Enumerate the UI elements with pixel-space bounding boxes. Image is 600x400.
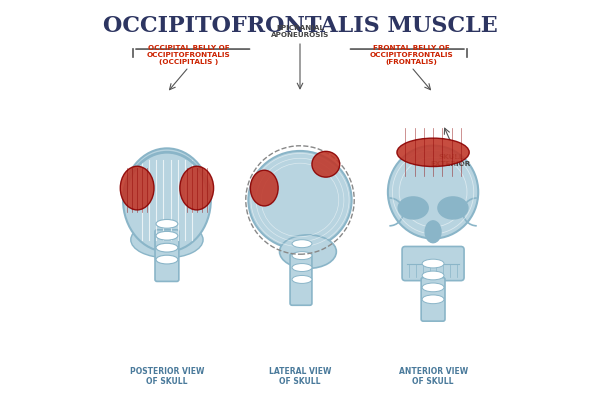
FancyBboxPatch shape: [155, 230, 179, 282]
Ellipse shape: [422, 259, 444, 268]
Ellipse shape: [398, 197, 428, 219]
Ellipse shape: [292, 252, 312, 260]
Ellipse shape: [180, 166, 214, 210]
Text: ANTERIOR VIEW
OF SKULL: ANTERIOR VIEW OF SKULL: [398, 367, 467, 386]
Ellipse shape: [438, 197, 468, 219]
Ellipse shape: [250, 170, 278, 206]
Ellipse shape: [312, 151, 340, 177]
Ellipse shape: [422, 295, 444, 304]
Ellipse shape: [280, 235, 337, 268]
Text: POSTERIOR VIEW
OF SKULL: POSTERIOR VIEW OF SKULL: [130, 367, 204, 386]
Ellipse shape: [425, 221, 441, 243]
Ellipse shape: [292, 276, 312, 284]
Ellipse shape: [248, 151, 352, 249]
Text: LATERAL VIEW
OF SKULL: LATERAL VIEW OF SKULL: [269, 367, 331, 386]
Ellipse shape: [120, 166, 154, 210]
Ellipse shape: [156, 243, 178, 252]
FancyBboxPatch shape: [421, 278, 445, 321]
Ellipse shape: [422, 283, 444, 292]
Ellipse shape: [156, 231, 178, 240]
Ellipse shape: [131, 222, 203, 258]
Text: OCCIPITOFRONTALIS MUSCLE: OCCIPITOFRONTALIS MUSCLE: [103, 15, 497, 37]
Text: FRONTAL BELLY OF
OCCIPITOFRONTALIS
(FRONTALIS): FRONTAL BELLY OF OCCIPITOFRONTALIS (FRON…: [370, 45, 453, 65]
Ellipse shape: [422, 271, 444, 280]
Ellipse shape: [292, 240, 312, 248]
Text: OCCIPITAL BELLY OF
OCCIPITOFRONTALIS
(OCCIPITALIS ): OCCIPITAL BELLY OF OCCIPITOFRONTALIS (OC…: [147, 45, 230, 65]
Ellipse shape: [292, 264, 312, 272]
Ellipse shape: [156, 255, 178, 264]
Ellipse shape: [397, 138, 469, 166]
FancyBboxPatch shape: [290, 254, 312, 305]
Ellipse shape: [156, 220, 178, 228]
Text: SKULL
EXTERIOR: SKULL EXTERIOR: [431, 154, 471, 167]
FancyBboxPatch shape: [402, 246, 464, 281]
Ellipse shape: [123, 148, 211, 252]
Text: EPICRANIAL
APONEUROSIS: EPICRANIAL APONEUROSIS: [271, 25, 329, 38]
Ellipse shape: [388, 146, 478, 238]
